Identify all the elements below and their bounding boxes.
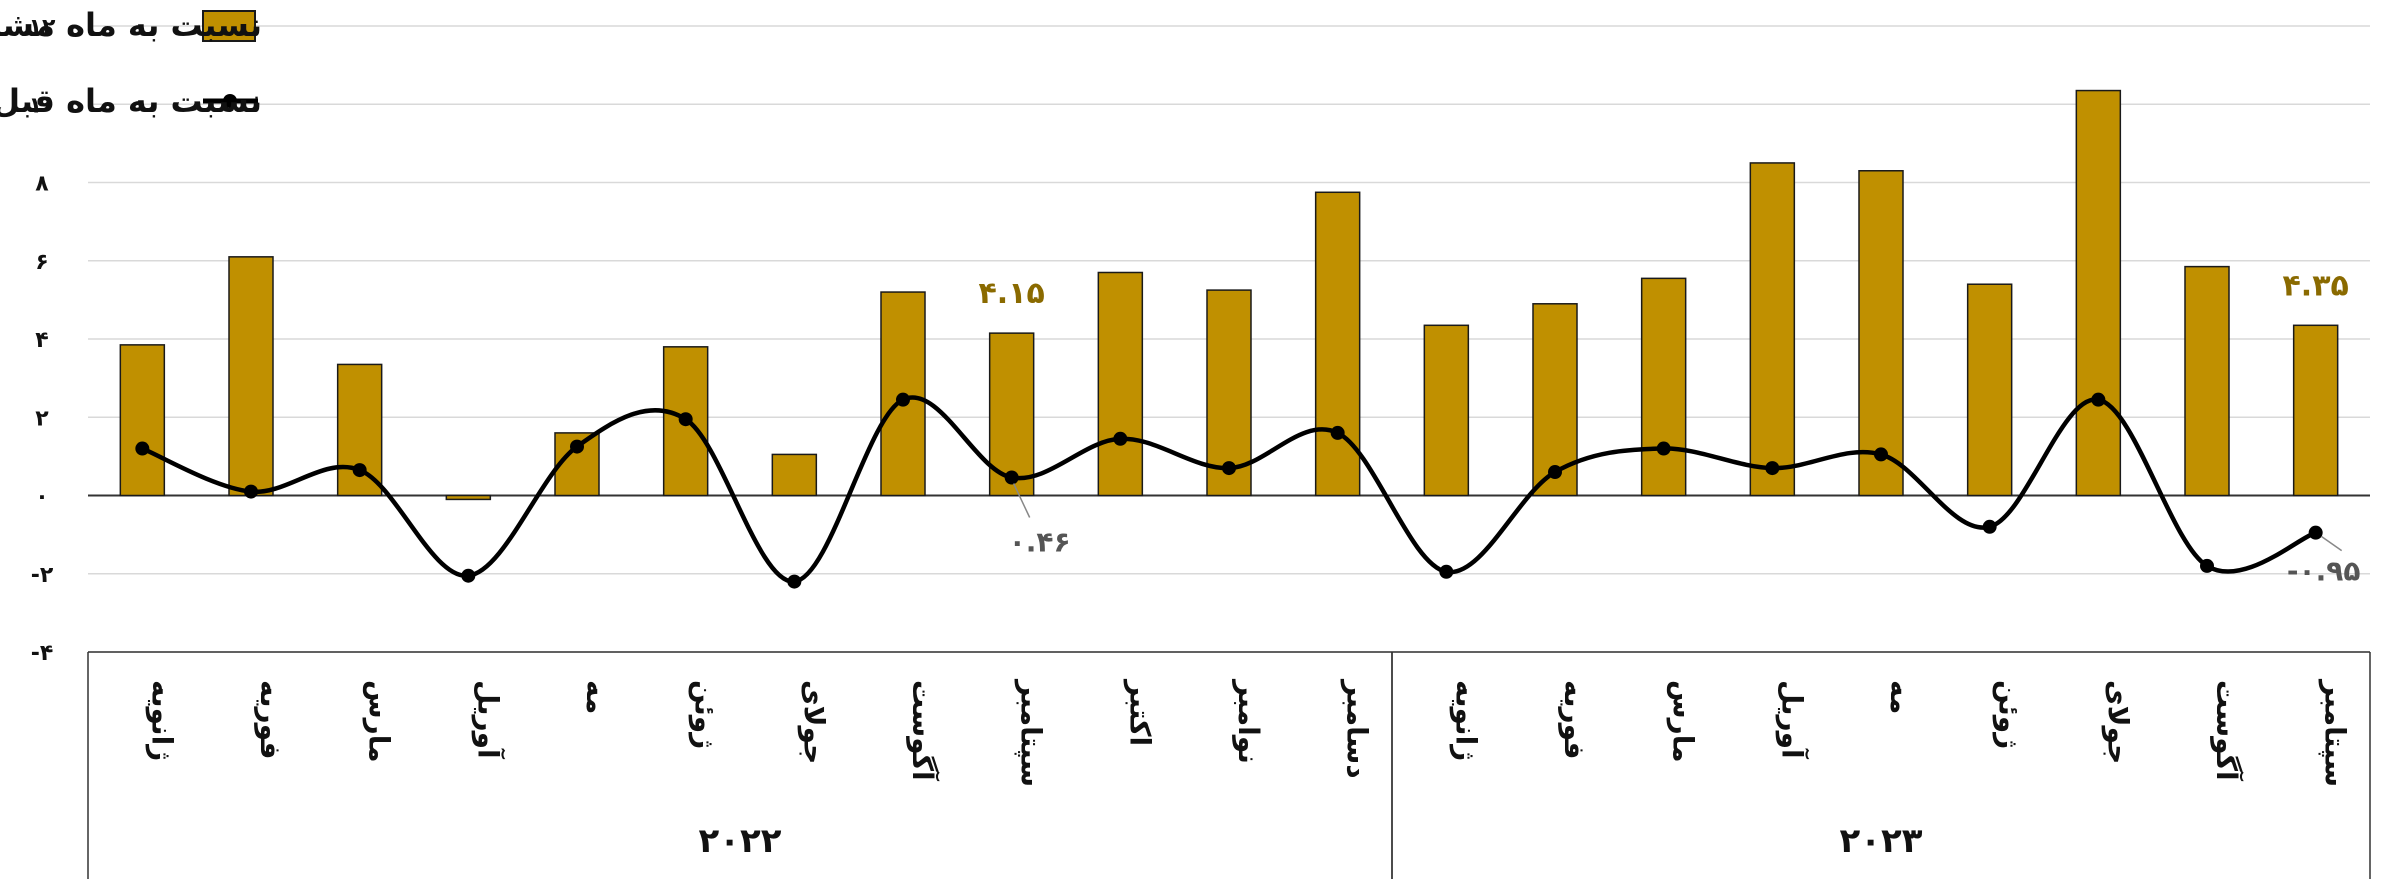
line-point [570, 439, 584, 454]
x-tick-label: ژوئن [689, 680, 722, 749]
bar [1423, 324, 1470, 497]
line-point [352, 463, 367, 478]
bar [1749, 162, 1796, 497]
line-point [2200, 558, 2214, 573]
y-tick-label: ۴ [35, 328, 48, 353]
x-tick-label: فوریه [1558, 680, 1591, 760]
bar [1966, 283, 2013, 497]
y-tick-label: ۶ [35, 250, 48, 275]
x-group-label: ۲۰۲۳ [1839, 821, 1922, 861]
line-data-label: ۰.۴۶ [1009, 526, 1071, 559]
line-point [461, 568, 476, 583]
line-point [1656, 441, 1671, 456]
x-tick-label: آوریل [1775, 680, 1809, 760]
y-tick-label: -۲ [31, 563, 54, 588]
x-tick-label: آوریل [471, 680, 505, 760]
line-point [1439, 564, 1454, 579]
line-point [1330, 425, 1345, 440]
line-point [1765, 461, 1780, 476]
bar [771, 453, 818, 497]
bar [119, 344, 166, 497]
legend-line-marker [223, 94, 237, 108]
line-point [2091, 392, 2106, 407]
bar [1640, 277, 1687, 497]
line-point [787, 574, 802, 589]
x-tick-label: ژانویه [1449, 680, 1482, 761]
bar [1314, 191, 1361, 497]
x-tick-label: ژوئن [1993, 680, 2026, 749]
y-tick-label: -۴ [31, 641, 54, 666]
bar [2292, 324, 2339, 497]
x-tick-label: آگوست [2210, 680, 2244, 782]
x-tick-label: فوریه [254, 680, 287, 760]
y-tick-label: ۲ [35, 406, 49, 431]
bar [228, 256, 274, 497]
x-tick-label: دسامبر [1341, 678, 1374, 779]
bar [1097, 271, 1144, 497]
line-point [244, 484, 258, 499]
bar [1858, 170, 1904, 497]
y-tick-label: ۱۲ [29, 15, 56, 40]
x-tick-label: نوامبر [1232, 678, 1265, 764]
x-tick-label: جولای [797, 680, 830, 764]
bar [2075, 89, 2122, 497]
line-point [1874, 447, 1888, 462]
x-tick-label: مارس [1667, 680, 1700, 763]
line-point [1548, 465, 1562, 480]
line-point [1113, 431, 1128, 446]
legend-bar-label: نسبت به ماه مشابه سال قبل [0, 6, 262, 44]
bar-data-label: ۴.۱۵ [979, 276, 1045, 311]
leader-line [1012, 483, 1031, 518]
line-point [896, 392, 910, 407]
line-point [1982, 519, 1997, 534]
legend-line-label: نسبت به ماه قبل [0, 82, 262, 120]
x-tick-label: جولای [2101, 680, 2134, 764]
line-point [135, 441, 150, 456]
x-tick-label: سپتامبر [2319, 678, 2352, 787]
x-tick-label: مه [1884, 680, 1917, 714]
bar-series [119, 89, 2339, 501]
line-point [678, 412, 693, 427]
bar [445, 494, 492, 501]
x-axis: ۲۰۲۲ ۲۰۲۳ ژانویه فوریه مارس آوریل مه ژوئن جولای آ… [87, 651, 2371, 879]
x-tick-label: مارس [363, 680, 396, 763]
line-point [1004, 470, 1019, 485]
annotations: ۴.۱۵ ۴.۳۵ ۰.۴۶ -۰.۹۵ [979, 268, 2361, 587]
y-tick-label: ۱۰ [29, 93, 56, 118]
x-tick-label: سپتامبر [1015, 678, 1048, 787]
y-tick-label: ۸ [35, 172, 49, 197]
legend-bar-swatch [202, 10, 256, 42]
bar [2184, 265, 2230, 497]
y-tick-label: ۰ [35, 485, 48, 510]
bar-data-label: ۴.۳۵ [2283, 268, 2349, 303]
line-point [2308, 525, 2323, 540]
y-axis-ticks: -۴ -۲ ۰ ۲ ۴ ۶ ۸ ۱۰ ۱۲ [29, 15, 56, 666]
x-tick-label: آگوست [906, 680, 940, 782]
line-data-label: -۰.۹۵ [2287, 555, 2361, 588]
x-tick-label: اکتبر [1123, 678, 1156, 746]
x-tick-label: مه [580, 680, 613, 714]
x-group-label: ۲۰۲۲ [698, 821, 781, 861]
legend: نسبت به ماه مشابه سال قبل نسبت به ماه قب… [0, 6, 262, 120]
line-series [135, 392, 2323, 589]
leader-line [2321, 536, 2343, 552]
line-point [1222, 461, 1236, 476]
x-tick-label: ژانویه [145, 680, 178, 761]
